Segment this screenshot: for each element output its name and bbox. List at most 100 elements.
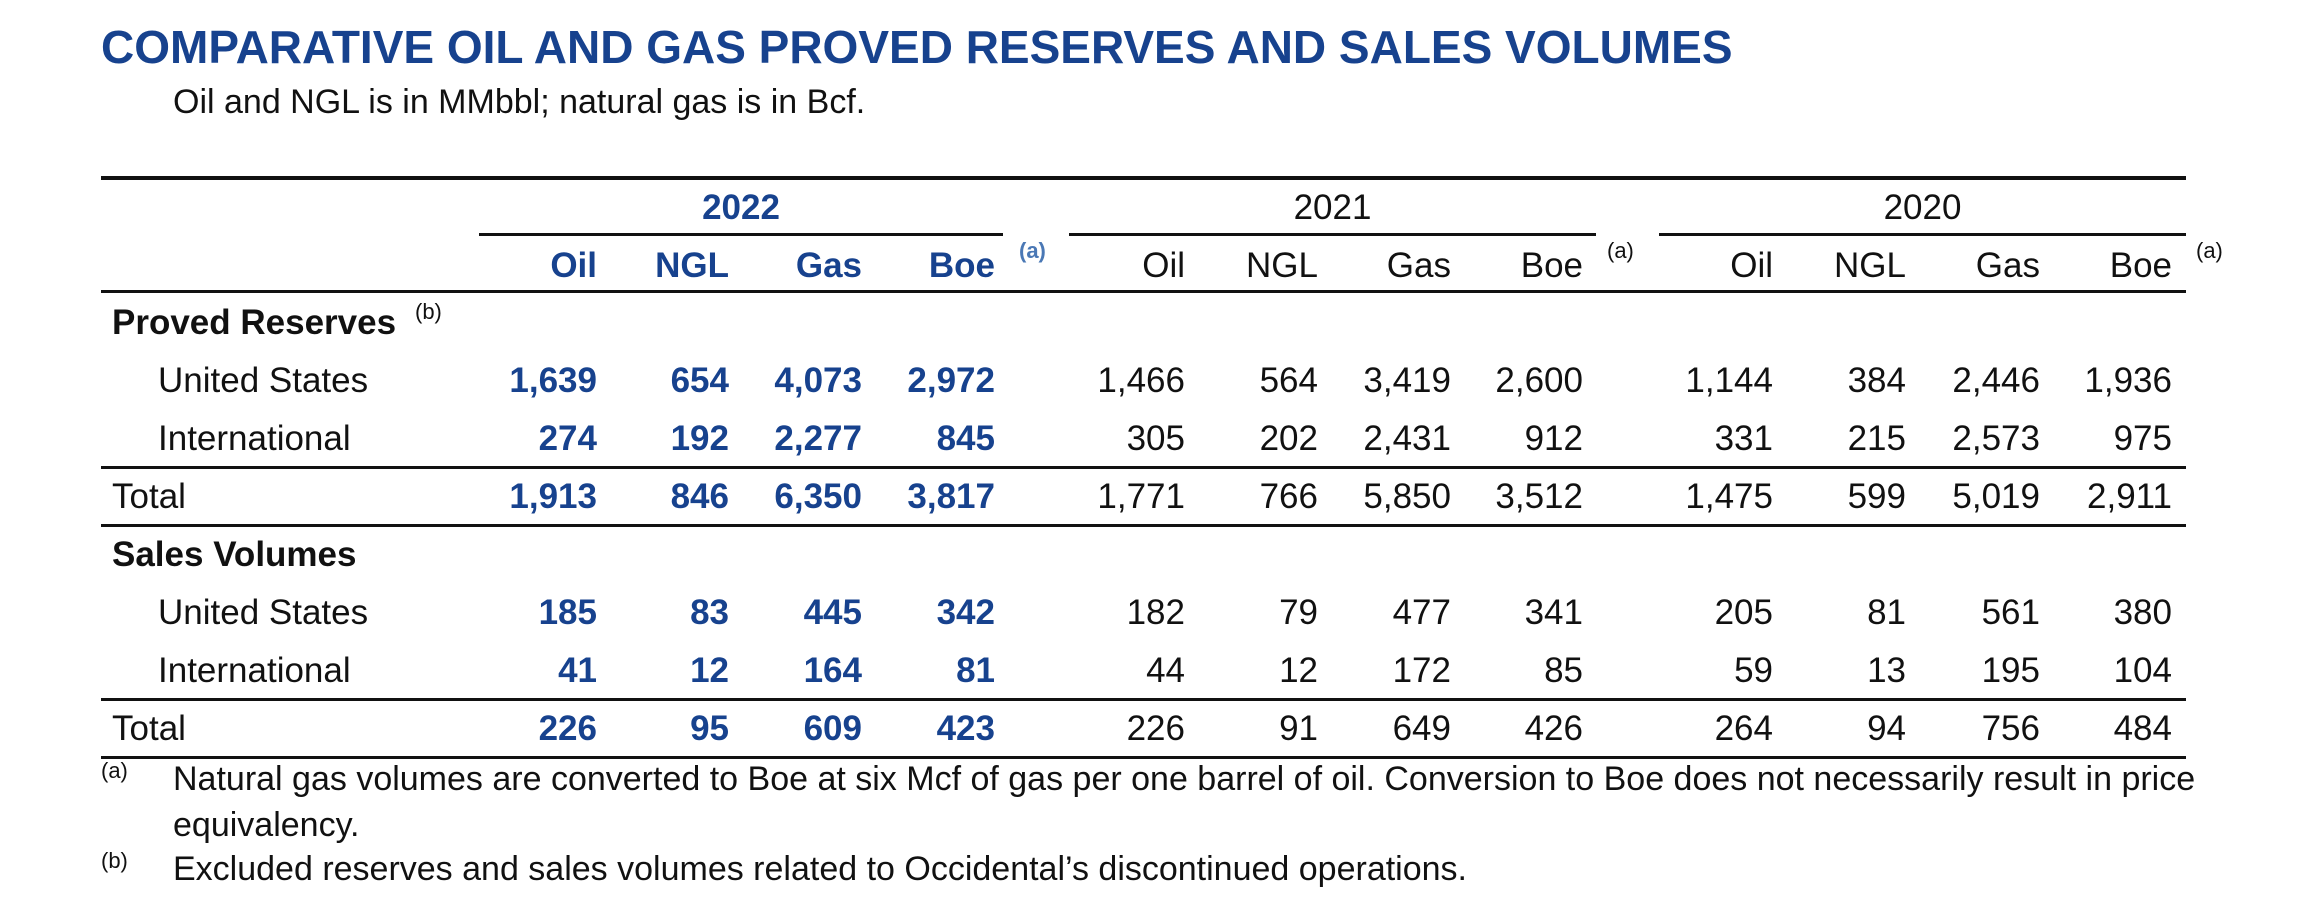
page-title: COMPARATIVE OIL AND GAS PROVED RESERVES … bbox=[101, 21, 1733, 73]
column-header-ngl: NGL bbox=[1834, 246, 1906, 285]
table-cell: 975 bbox=[2113, 419, 2172, 458]
table-cell: 94 bbox=[1867, 709, 1906, 748]
table-cell: 484 bbox=[2113, 709, 2172, 748]
row-label: United States bbox=[158, 361, 369, 400]
table-cell: 477 bbox=[1392, 593, 1451, 632]
table-cell: 654 bbox=[670, 361, 729, 400]
table-cell: 182 bbox=[1126, 593, 1185, 632]
table-cell: 1,639 bbox=[509, 361, 597, 400]
column-header-gas: Gas bbox=[1975, 246, 2040, 285]
table-cell: 59 bbox=[1734, 651, 1773, 690]
table-cell: 3,817 bbox=[907, 477, 995, 516]
table-cell: 3,419 bbox=[1363, 361, 1451, 400]
table-cell: 192 bbox=[670, 419, 729, 458]
row-label: International bbox=[158, 419, 351, 458]
table-cell: 380 bbox=[2113, 593, 2172, 632]
table-cell: 342 bbox=[936, 593, 995, 632]
column-header-oil: Oil bbox=[550, 246, 597, 285]
table-cell: 202 bbox=[1259, 419, 1318, 458]
table-cell: 912 bbox=[1524, 419, 1583, 458]
section-bottom-rule bbox=[101, 756, 2186, 759]
footnote-text: Excluded reserves and sales volumes rela… bbox=[173, 850, 1467, 888]
table-cell: 845 bbox=[936, 419, 995, 458]
table-cell: 3,512 bbox=[1495, 477, 1583, 516]
header-bottom-rule bbox=[101, 290, 2186, 293]
section-bottom-rule bbox=[101, 524, 2186, 527]
table-cell: 1,466 bbox=[1097, 361, 1185, 400]
boe-note-marker: (a) bbox=[1019, 238, 1046, 263]
column-header-boe: Boe bbox=[2109, 246, 2172, 285]
table-cell: 172 bbox=[1392, 651, 1451, 690]
table-cell: 85 bbox=[1544, 651, 1583, 690]
table-cell: 846 bbox=[670, 477, 729, 516]
table-cell: 91 bbox=[1279, 709, 1318, 748]
table-cell: 1,913 bbox=[509, 477, 597, 516]
year-header-2020: 2020 bbox=[1883, 188, 1962, 227]
row-label-total: Total bbox=[112, 477, 186, 516]
units-subtitle: Oil and NGL is in MMbbl; natural gas is … bbox=[173, 83, 866, 121]
table-cell: 609 bbox=[803, 709, 862, 748]
table-cell: 264 bbox=[1714, 709, 1773, 748]
table-cell: 426 bbox=[1524, 709, 1583, 748]
year-header-2022: 2022 bbox=[702, 188, 780, 227]
table-cell: 12 bbox=[1279, 651, 1318, 690]
table-cell: 2,573 bbox=[1952, 419, 2040, 458]
table-cell: 756 bbox=[1981, 709, 2040, 748]
table-cell: 2,277 bbox=[774, 419, 862, 458]
table-cell: 2,911 bbox=[2087, 477, 2172, 516]
table-cell: 599 bbox=[1847, 477, 1906, 516]
table-cell: 205 bbox=[1714, 593, 1773, 632]
boe-note-marker: (a) bbox=[1607, 238, 1634, 263]
table-cell: 13 bbox=[1867, 651, 1906, 690]
table-cell: 81 bbox=[1867, 593, 1906, 632]
row-label-total: Total bbox=[112, 709, 186, 748]
table-cell: 215 bbox=[1847, 419, 1906, 458]
table-cell: 649 bbox=[1392, 709, 1451, 748]
table-cell: 6,350 bbox=[774, 477, 862, 516]
table-cell: 2,600 bbox=[1495, 361, 1583, 400]
column-header-boe: Boe bbox=[928, 246, 995, 285]
row-label: International bbox=[158, 651, 351, 690]
footnote-marker: (a) bbox=[101, 758, 128, 783]
row-label: United States bbox=[158, 593, 369, 632]
table-cell: 305 bbox=[1126, 419, 1185, 458]
table-cell: 226 bbox=[538, 709, 597, 748]
table-cell: 83 bbox=[690, 593, 729, 632]
year-header-2021: 2021 bbox=[1293, 188, 1372, 227]
column-header-oil: Oil bbox=[1730, 246, 1773, 285]
total-top-rule bbox=[101, 698, 2186, 701]
table-cell: 79 bbox=[1279, 593, 1318, 632]
table-cell: 331 bbox=[1714, 419, 1773, 458]
table-cell: 274 bbox=[538, 419, 597, 458]
column-header-gas: Gas bbox=[1386, 246, 1451, 285]
table-cell: 5,019 bbox=[1952, 477, 2040, 516]
column-header-boe: Boe bbox=[1520, 246, 1583, 285]
table-cell: 5,850 bbox=[1363, 477, 1451, 516]
total-top-rule bbox=[101, 466, 2186, 469]
table-cell: 164 bbox=[803, 651, 862, 690]
table-top-rule bbox=[101, 176, 2186, 180]
table-cell: 341 bbox=[1524, 593, 1583, 632]
table-cell: 1,475 bbox=[1685, 477, 1773, 516]
section-heading-proved-reserves: Proved Reserves bbox=[112, 303, 397, 342]
table-cell: 1,771 bbox=[1097, 477, 1185, 516]
table-cell: 95 bbox=[690, 709, 729, 748]
table-cell: 1,936 bbox=[2084, 361, 2172, 400]
table-cell: 2,972 bbox=[907, 361, 995, 400]
table-cell: 384 bbox=[1847, 361, 1906, 400]
column-header-ngl: NGL bbox=[655, 246, 729, 285]
table-cell: 766 bbox=[1259, 477, 1318, 516]
table-cell: 1,144 bbox=[1685, 361, 1773, 400]
boe-note-marker: (a) bbox=[2196, 238, 2223, 263]
table-cell: 104 bbox=[2113, 651, 2172, 690]
year-underline-2021 bbox=[1069, 233, 1596, 236]
table-cell: 561 bbox=[1981, 593, 2040, 632]
table-cell: 564 bbox=[1259, 361, 1318, 400]
table-cell: 12 bbox=[690, 651, 729, 690]
column-header-ngl: NGL bbox=[1246, 246, 1318, 285]
table-cell: 2,431 bbox=[1363, 419, 1451, 458]
footnote-marker-ref: (b) bbox=[415, 299, 442, 324]
table-cell: 423 bbox=[936, 709, 995, 748]
table-cell: 2,446 bbox=[1952, 361, 2040, 400]
column-header-oil: Oil bbox=[1142, 246, 1185, 285]
